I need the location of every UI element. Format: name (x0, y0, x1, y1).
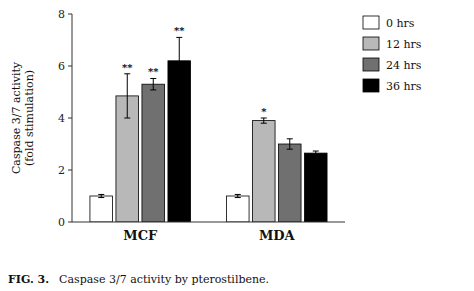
y-tick-label: 0 (58, 216, 65, 229)
legend: 0 hrs 12 hrs 24 hrs 36 hrs (363, 16, 422, 93)
error-cap (287, 138, 293, 139)
error-bar (261, 118, 267, 123)
error-bar (235, 194, 241, 197)
caption-text: Caspase 3/7 activity by pterostilbene. (59, 273, 269, 286)
error-bar (287, 139, 293, 149)
error-line (289, 139, 290, 149)
error-line (315, 151, 316, 155)
legend-label: 36 hrs (386, 80, 422, 93)
legend-swatch (363, 79, 379, 92)
error-cap (150, 89, 156, 90)
legend-swatch (363, 16, 379, 29)
error-cap (98, 197, 104, 198)
error-cap (235, 197, 241, 198)
error-cap (98, 194, 104, 195)
error-cap (124, 118, 130, 119)
bar (226, 196, 249, 222)
error-bar (124, 74, 130, 118)
y-tick (68, 14, 72, 15)
error-line (179, 37, 180, 84)
y-axis-label-line: (fold stimulation) (23, 70, 36, 166)
x-axis (72, 222, 345, 223)
error-cap (150, 78, 156, 79)
y-tick (68, 170, 72, 171)
y-tick (68, 222, 72, 223)
bar (90, 196, 113, 222)
error-line (153, 78, 154, 89)
y-tick-label: 6 (58, 60, 65, 73)
error-cap (124, 73, 130, 74)
chart: *******02468MCFMDACaspase 3/7 activity(f… (0, 0, 474, 291)
error-line (127, 74, 128, 118)
significance-label: ** (174, 25, 185, 36)
y-tick (68, 66, 72, 67)
bar (304, 153, 327, 222)
error-cap (176, 37, 182, 38)
significance-label: ** (122, 62, 133, 73)
error-cap (287, 149, 293, 150)
legend-swatch (363, 58, 379, 71)
error-cap (313, 151, 319, 152)
bar (278, 144, 301, 222)
x-tick-label: MCF (123, 228, 158, 243)
error-bar (98, 194, 104, 197)
legend-label: 24 hrs (386, 59, 422, 72)
y-tick-label: 2 (58, 164, 65, 177)
error-cap (313, 155, 319, 156)
error-cap (261, 123, 267, 124)
legend-label: 12 hrs (386, 38, 422, 51)
significance-label: * (261, 106, 267, 117)
x-tick-label: MDA (259, 228, 296, 243)
error-cap (176, 84, 182, 85)
error-bar (313, 151, 319, 155)
error-cap (235, 194, 241, 195)
error-bar (176, 37, 182, 84)
bar (142, 84, 165, 222)
y-tick-label: 8 (58, 8, 65, 21)
bar (252, 121, 275, 222)
y-tick-label: 4 (58, 112, 65, 125)
error-cap (261, 118, 267, 119)
y-tick (68, 118, 72, 119)
y-axis-label: Caspase 3/7 activity(fold stimulation) (10, 61, 36, 174)
error-line (263, 118, 264, 123)
significance-label: ** (148, 66, 159, 77)
bar (168, 61, 191, 222)
y-axis-label-line: Caspase 3/7 activity (10, 61, 23, 174)
bars (90, 37, 327, 222)
legend-swatch (363, 37, 379, 50)
error-bar (150, 78, 156, 89)
caption: FIG. 3. Caspase 3/7 activity by pterostil… (8, 273, 269, 286)
caption-label: FIG. 3. (8, 273, 49, 286)
legend-label: 0 hrs (386, 17, 415, 30)
